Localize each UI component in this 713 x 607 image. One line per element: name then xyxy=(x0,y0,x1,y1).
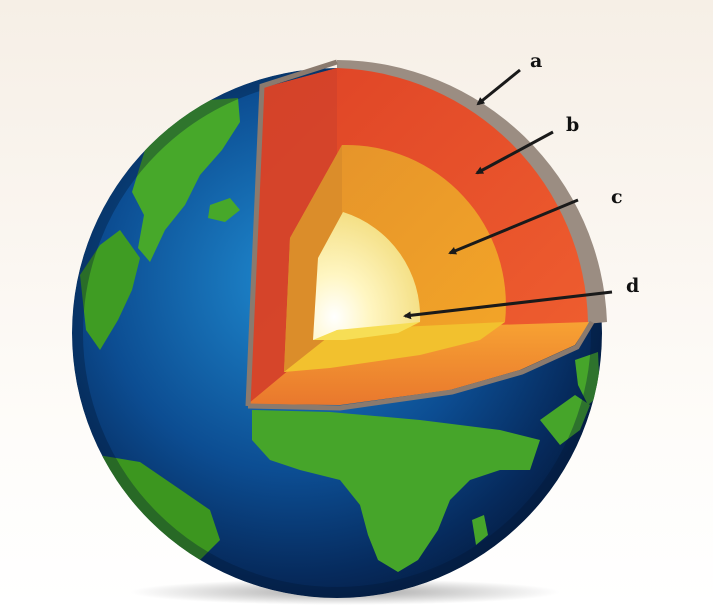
label-d: d xyxy=(626,275,639,297)
label-c: c xyxy=(611,186,623,208)
arrow-a xyxy=(478,70,520,104)
label-b: b xyxy=(566,114,579,136)
label-a: a xyxy=(530,50,542,72)
cutaway xyxy=(248,60,607,408)
